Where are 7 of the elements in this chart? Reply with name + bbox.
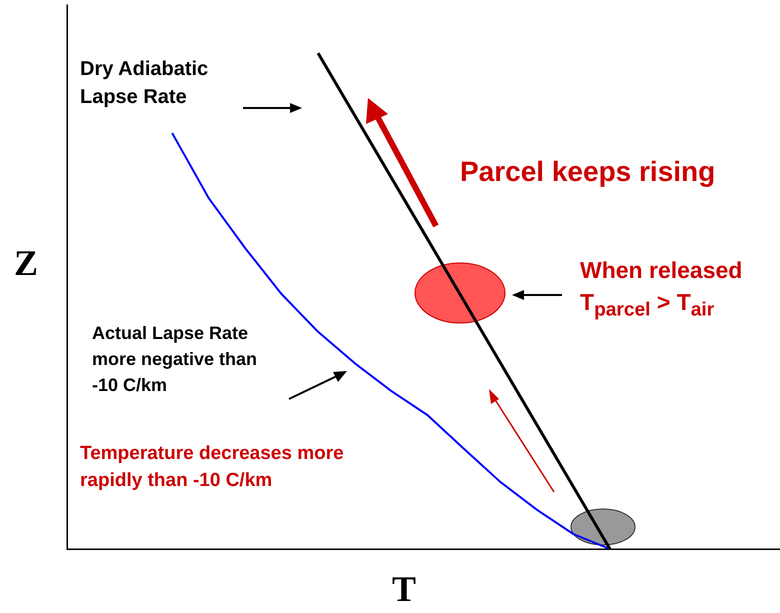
annotation: Actual Lapse Rate more negative than -10 C/km — [92, 322, 258, 397]
annotation: Dry Adiabatic Lapse Rate — [80, 57, 208, 110]
y-axis-title: Z — [14, 242, 38, 284]
annotation: Parcel keeps rising — [460, 156, 716, 188]
x-axis-title: T — [392, 568, 416, 610]
annotation: Temperature decreases more rapidly than -10 C/km — [80, 442, 344, 493]
annotation: When released T$_{parcel}$ > T$_{air}$ — [580, 256, 742, 323]
